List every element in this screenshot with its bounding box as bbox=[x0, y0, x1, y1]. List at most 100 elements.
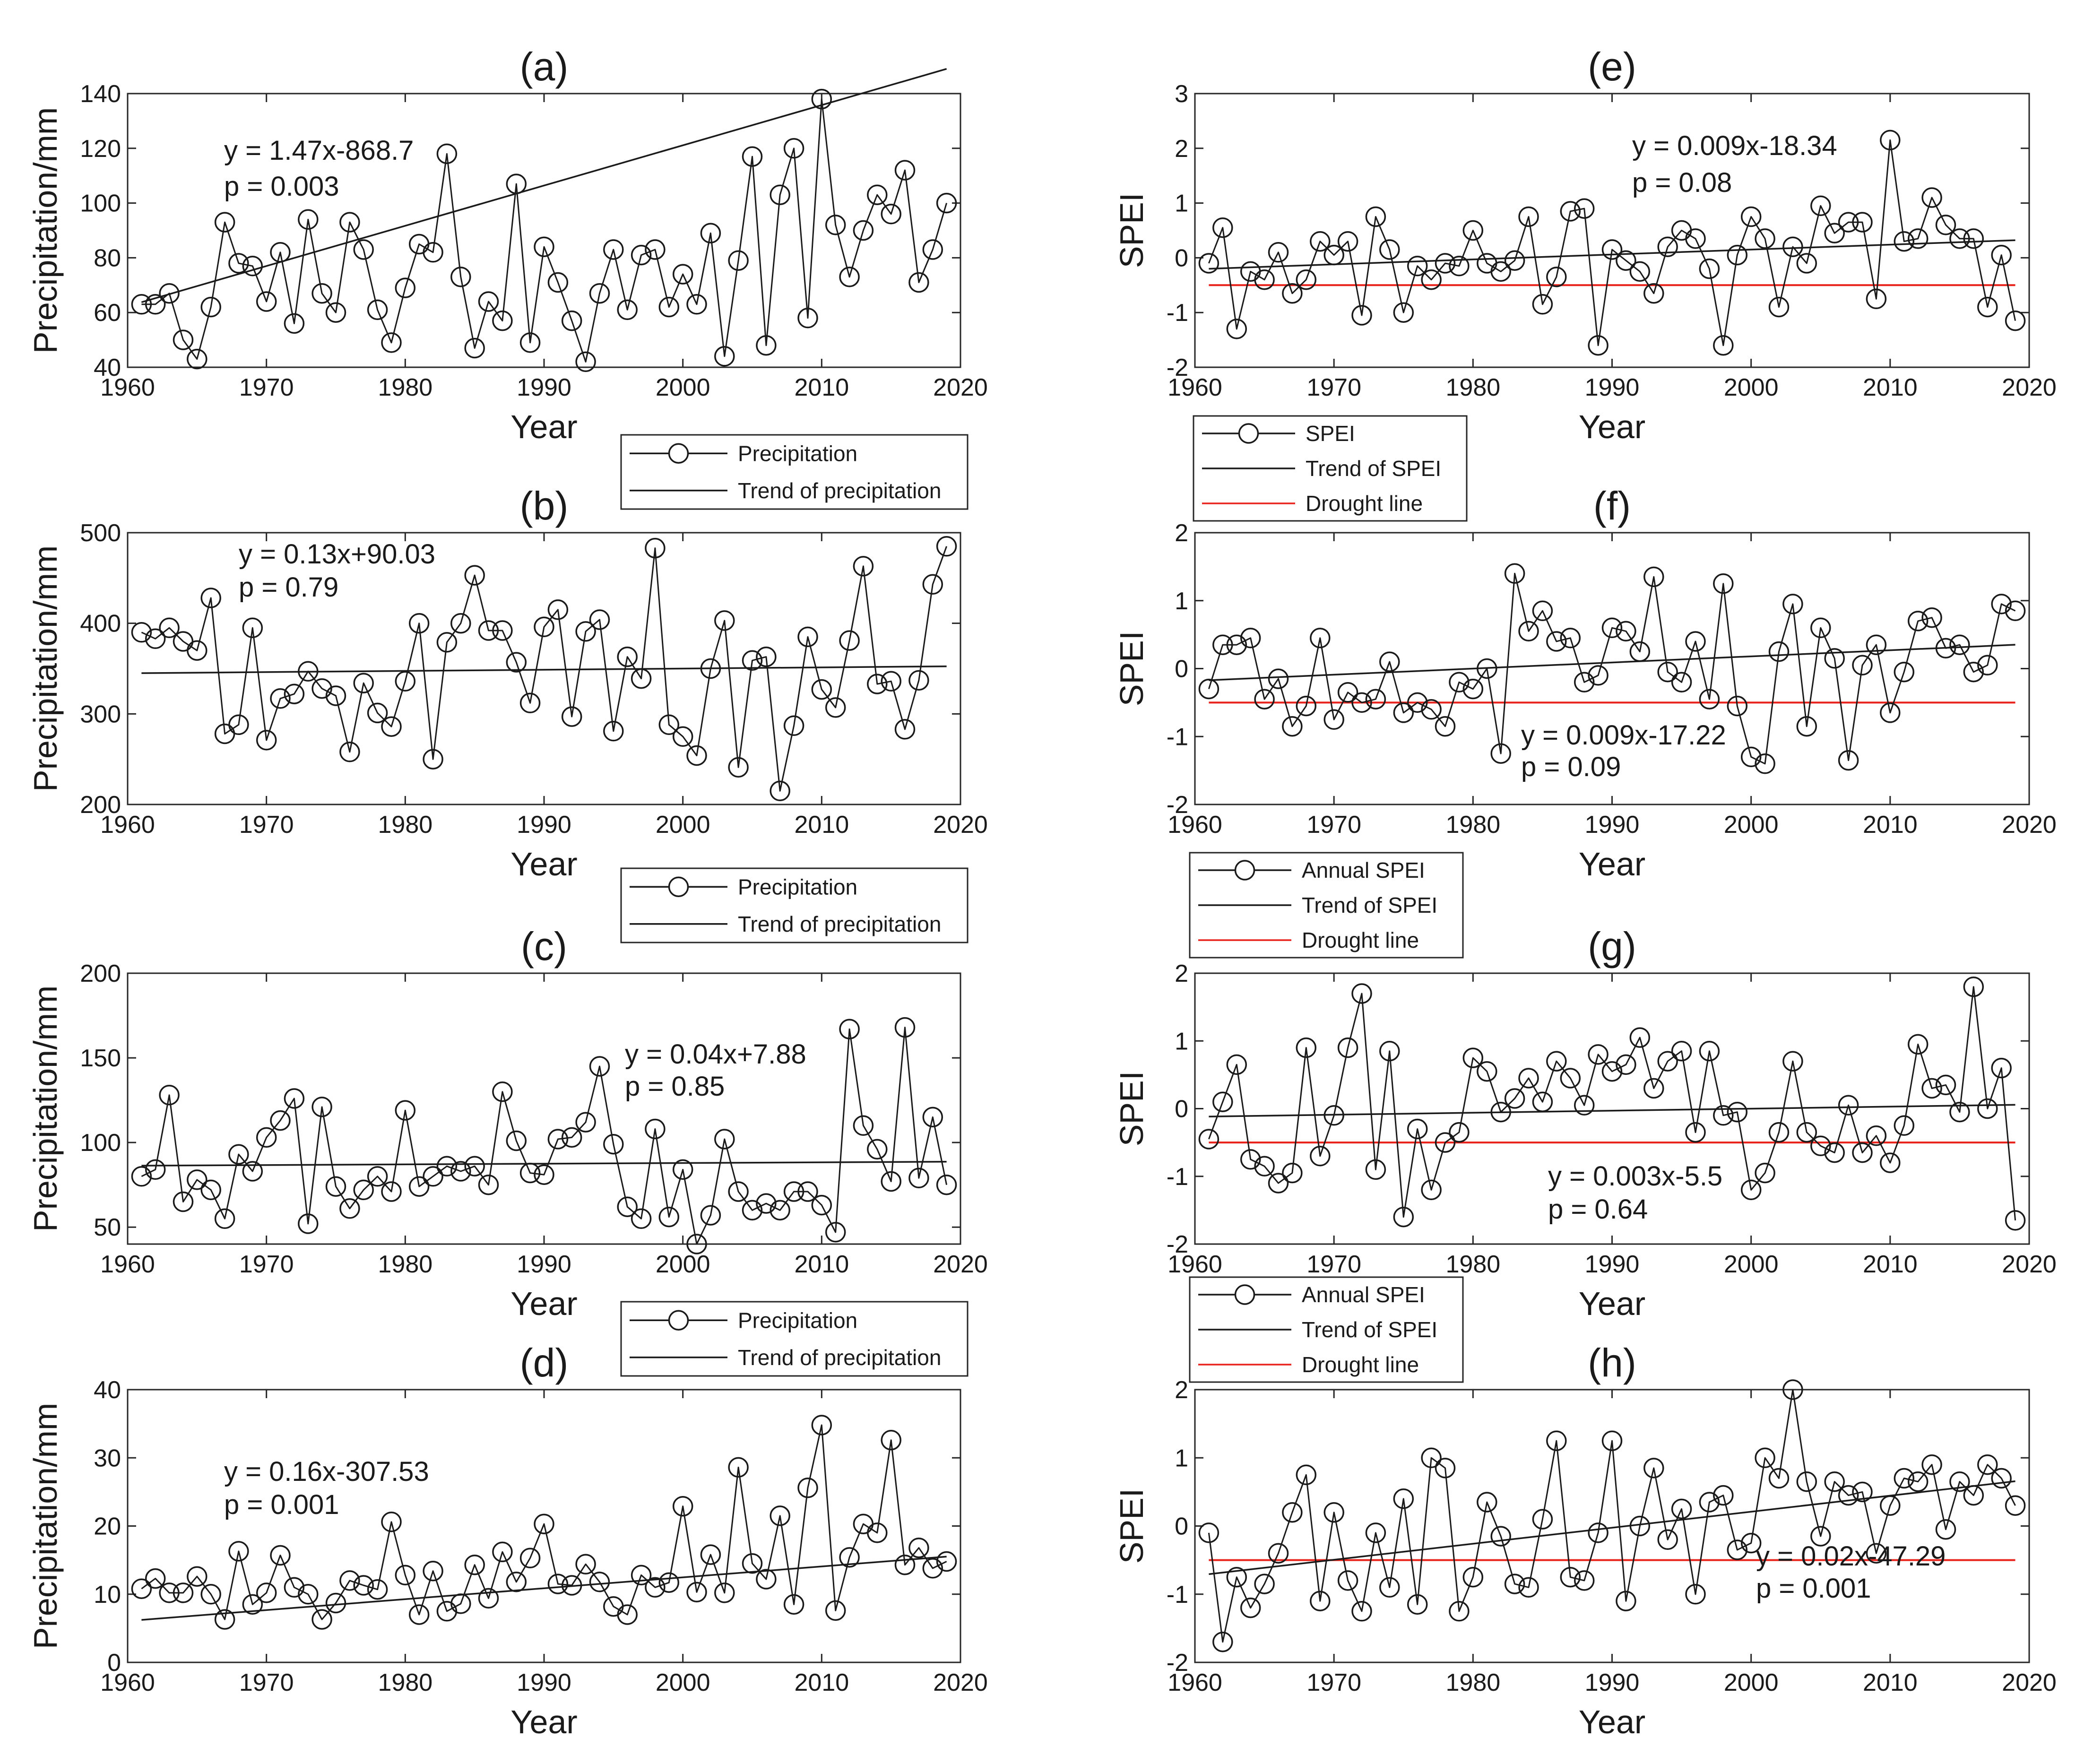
data-point bbox=[339, 1570, 360, 1591]
data-point bbox=[1546, 1051, 1567, 1072]
data-point bbox=[159, 283, 180, 304]
data-point bbox=[1768, 1468, 1790, 1489]
data-point bbox=[1518, 621, 1539, 642]
data-point bbox=[1588, 665, 1609, 686]
y-tick-label: 50 bbox=[94, 1214, 121, 1241]
data-point bbox=[270, 242, 291, 263]
x-tick-label: 1970 bbox=[1306, 811, 1361, 839]
data-point bbox=[1546, 631, 1567, 652]
y-tick-label: 150 bbox=[80, 1045, 121, 1072]
data-point bbox=[256, 1127, 277, 1148]
data-point bbox=[658, 1206, 680, 1228]
data-point bbox=[881, 671, 901, 692]
data-point bbox=[1699, 258, 1720, 279]
data-point bbox=[1323, 1105, 1344, 1126]
legend-label: Trend of precipitation bbox=[738, 912, 941, 936]
data-point bbox=[2005, 1495, 2026, 1516]
x-axis-label: Year bbox=[510, 846, 577, 882]
data-point bbox=[714, 1582, 735, 1603]
data-point bbox=[1907, 1471, 1929, 1492]
data-point bbox=[478, 620, 499, 641]
data-point bbox=[894, 719, 916, 740]
data-point bbox=[589, 1572, 610, 1592]
x-tick-label: 2000 bbox=[1724, 374, 1779, 401]
y-axis-label: Precipitation/mm bbox=[27, 107, 64, 354]
y-tick-label: 30 bbox=[94, 1444, 121, 1472]
y-tick-label: -1 bbox=[1167, 1581, 1188, 1608]
data-point bbox=[825, 1600, 846, 1621]
data-point bbox=[1852, 1481, 1873, 1503]
trend-equation: y = 0.04x+7.88 bbox=[625, 1039, 806, 1070]
data-point bbox=[631, 1208, 652, 1229]
data-point bbox=[1643, 566, 1664, 588]
data-point bbox=[145, 1568, 166, 1589]
data-point bbox=[311, 678, 332, 699]
y-tick-label: 2 bbox=[1175, 135, 1188, 163]
data-point bbox=[1435, 716, 1456, 737]
data-point bbox=[908, 272, 929, 293]
data-point bbox=[700, 223, 721, 244]
data-point bbox=[1588, 1522, 1609, 1543]
data-point bbox=[187, 1169, 208, 1190]
x-tick-label: 1980 bbox=[1445, 811, 1500, 839]
y-tick-label: 3 bbox=[1175, 80, 1188, 108]
legend-label: Trend of precipitation bbox=[738, 1345, 941, 1370]
data-point bbox=[1963, 228, 1984, 249]
data-point bbox=[1532, 1509, 1553, 1530]
y-tick-label: 200 bbox=[80, 960, 121, 987]
data-point bbox=[1310, 1591, 1331, 1611]
x-tick-label: 2020 bbox=[933, 1669, 988, 1696]
data-point bbox=[936, 192, 957, 214]
data-point bbox=[1685, 228, 1706, 249]
trend-line bbox=[141, 68, 947, 303]
data-point bbox=[742, 650, 763, 671]
y-tick-label: 300 bbox=[80, 700, 121, 728]
data-point bbox=[1685, 1584, 1706, 1605]
x-tick-label: 1960 bbox=[100, 811, 155, 839]
data-point bbox=[1323, 244, 1344, 266]
data-point bbox=[381, 716, 402, 737]
x-tick-label: 2010 bbox=[794, 811, 849, 839]
trend-equation: y = 0.003x-5.5 bbox=[1548, 1161, 1722, 1192]
data-point bbox=[1407, 256, 1428, 277]
x-tick-label: 1960 bbox=[1168, 1251, 1222, 1278]
data-point bbox=[1379, 1040, 1400, 1062]
data-point bbox=[1866, 634, 1887, 655]
data-point bbox=[1351, 983, 1372, 1004]
data-point bbox=[436, 1156, 458, 1177]
x-axis-label: Year bbox=[1579, 1285, 1645, 1322]
data-point bbox=[423, 1560, 443, 1582]
y-tick-label: 0 bbox=[1175, 1096, 1188, 1123]
data-point bbox=[756, 1193, 777, 1214]
data-point bbox=[256, 1582, 277, 1603]
data-point bbox=[1810, 617, 1831, 639]
data-point bbox=[783, 1594, 804, 1615]
x-tick-label: 1980 bbox=[1445, 1251, 1500, 1278]
data-point bbox=[1296, 269, 1317, 290]
data-point bbox=[672, 1159, 693, 1180]
legend-swatch-marker bbox=[668, 443, 689, 464]
x-tick-label: 1970 bbox=[1306, 374, 1361, 401]
data-point bbox=[408, 1604, 430, 1625]
x-tick-label: 1960 bbox=[1168, 811, 1222, 839]
data-point bbox=[672, 1496, 693, 1517]
legend-label: Drought line bbox=[1302, 928, 1419, 952]
data-point bbox=[1268, 1543, 1289, 1564]
data-point bbox=[936, 1174, 957, 1195]
y-tick-label: 1 bbox=[1175, 588, 1188, 615]
data-point bbox=[700, 1544, 721, 1565]
data-point bbox=[1226, 634, 1247, 655]
data-point bbox=[1310, 231, 1331, 252]
data-point bbox=[756, 335, 777, 356]
data-point bbox=[1379, 651, 1400, 672]
x-tick-label: 2010 bbox=[794, 374, 849, 401]
data-point bbox=[742, 1200, 763, 1221]
x-tick-label: 2010 bbox=[1863, 374, 1918, 401]
data-point bbox=[395, 1565, 416, 1586]
x-tick-label: 1980 bbox=[378, 374, 432, 401]
data-point bbox=[645, 1118, 666, 1140]
data-point bbox=[631, 668, 652, 689]
data-point bbox=[853, 1115, 874, 1136]
data-point bbox=[1949, 1101, 1970, 1123]
data-point bbox=[1935, 215, 1956, 235]
